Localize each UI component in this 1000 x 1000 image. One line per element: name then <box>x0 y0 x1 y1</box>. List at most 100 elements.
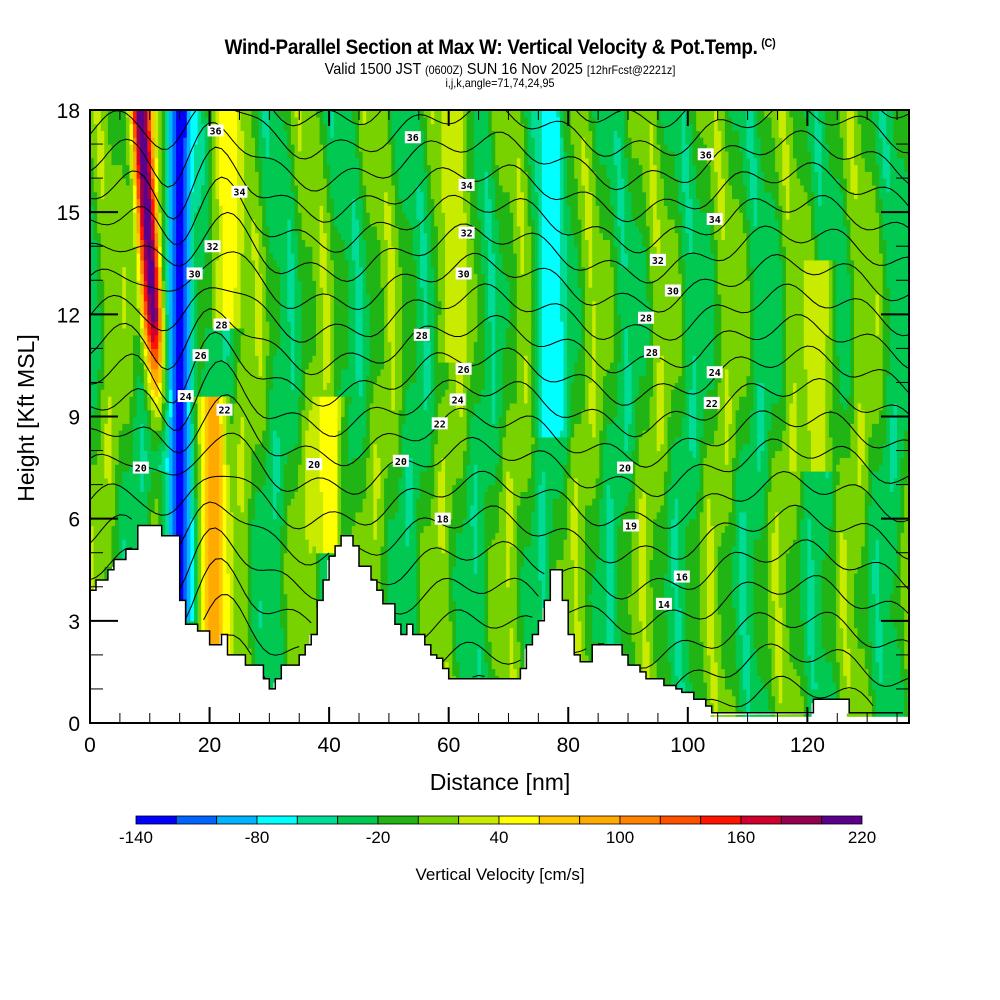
w-cell <box>312 471 317 479</box>
w-cell <box>290 477 296 486</box>
w-cell <box>140 505 145 513</box>
w-cell <box>280 430 285 438</box>
w-cell <box>305 566 310 574</box>
w-cell <box>255 416 260 424</box>
w-cell <box>122 334 127 343</box>
w-cell <box>316 116 321 125</box>
w-cell <box>104 321 109 329</box>
w-cell <box>265 634 270 642</box>
w-cell <box>133 328 138 336</box>
w-cell <box>197 457 202 465</box>
w-cell <box>269 580 274 588</box>
w-cell <box>265 511 270 520</box>
w-cell <box>129 130 134 138</box>
w-cell <box>100 232 105 240</box>
w-cell <box>107 348 113 356</box>
w-cell <box>219 477 224 486</box>
w-cell <box>215 532 220 540</box>
w-cell <box>133 116 138 125</box>
w-cell <box>237 396 242 404</box>
w-cell <box>269 525 274 533</box>
w-cell <box>276 641 281 649</box>
w-cell <box>316 586 321 595</box>
w-cell <box>176 123 181 131</box>
w-cell <box>104 253 109 261</box>
w-cell <box>319 300 324 309</box>
w-cell <box>190 518 195 527</box>
w-cell <box>158 430 163 438</box>
w-cell <box>323 443 328 452</box>
w-cell <box>147 232 152 240</box>
w-cell <box>104 477 109 486</box>
w-cell <box>222 355 227 363</box>
w-cell <box>208 532 213 540</box>
w-cell <box>190 552 195 561</box>
w-cell <box>255 212 260 220</box>
w-cell <box>186 259 191 268</box>
w-cell <box>305 614 310 622</box>
w-cell <box>107 253 113 261</box>
w-cell <box>283 232 288 240</box>
w-cell <box>229 123 235 131</box>
w-cell <box>265 593 270 601</box>
w-cell <box>215 205 220 213</box>
w-cell <box>111 137 116 145</box>
w-cell <box>201 293 206 302</box>
w-cell <box>233 545 238 554</box>
w-cell <box>240 205 245 213</box>
w-cell <box>208 491 213 499</box>
w-cell <box>272 157 278 166</box>
w-cell <box>233 321 238 329</box>
w-cell <box>186 171 191 179</box>
w-cell <box>179 273 184 281</box>
w-cell <box>233 137 238 145</box>
w-cell <box>208 634 213 642</box>
w-cell <box>283 634 288 642</box>
w-cell <box>194 593 199 601</box>
w-cell <box>262 600 267 608</box>
w-cell <box>258 123 263 131</box>
w-cell <box>265 382 270 390</box>
w-cell <box>247 219 252 227</box>
w-cell <box>215 464 220 472</box>
w-cell <box>265 130 270 138</box>
w-cell <box>201 464 206 472</box>
w-cell <box>244 573 249 581</box>
w-cell <box>294 620 299 629</box>
w-cell <box>222 225 227 234</box>
w-cell <box>204 171 209 179</box>
w-cell <box>165 409 170 418</box>
w-cell <box>323 382 328 390</box>
w-cell <box>212 300 217 309</box>
w-cell <box>287 511 292 520</box>
w-cell <box>179 287 184 295</box>
w-cell <box>129 375 134 383</box>
w-cell <box>176 225 181 234</box>
w-cell <box>262 246 267 254</box>
w-cell <box>222 539 227 547</box>
w-cell <box>305 634 310 642</box>
w-cell <box>237 641 242 649</box>
w-cell <box>104 402 109 411</box>
w-cell <box>151 314 156 322</box>
w-cell <box>269 287 274 295</box>
w-cell <box>226 246 231 254</box>
w-cell <box>201 150 206 159</box>
w-cell <box>107 130 113 138</box>
w-cell <box>197 110 202 118</box>
w-cell <box>280 184 285 193</box>
w-cell <box>323 287 328 295</box>
w-cell <box>100 198 105 206</box>
w-cell <box>222 137 227 145</box>
w-cell <box>255 484 260 492</box>
w-cell <box>255 293 260 302</box>
w-cell <box>283 552 288 561</box>
w-cell <box>237 239 242 247</box>
w-cell <box>93 423 98 431</box>
w-cell <box>186 123 191 131</box>
w-cell <box>161 505 166 513</box>
w-cell <box>229 253 235 261</box>
w-cell <box>208 607 213 615</box>
w-cell <box>90 389 95 397</box>
w-cell <box>287 450 292 458</box>
